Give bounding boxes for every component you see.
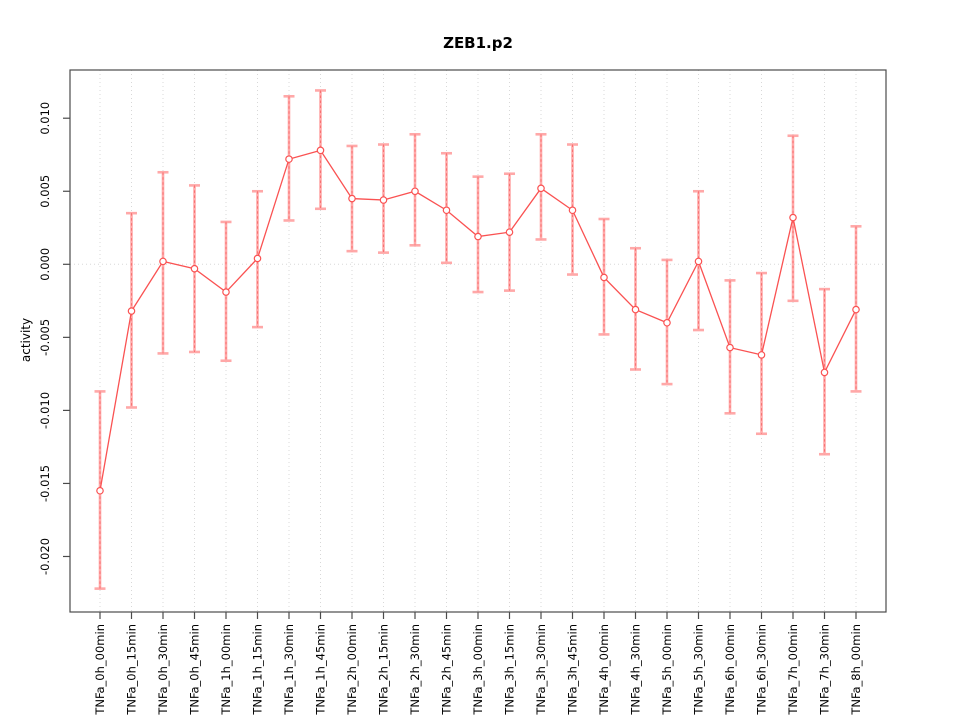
x-tick-label: TNFa_1h_30min	[282, 624, 296, 716]
x-tick-label: TNFa_3h_00min	[471, 624, 485, 716]
data-point	[663, 318, 671, 327]
y-axis-label: activity	[19, 317, 33, 363]
data-point	[253, 254, 262, 263]
x-tick-label: TNFa_3h_45min	[566, 624, 580, 716]
x-tick-label: TNFa_2h_15min	[377, 624, 391, 716]
x-tick-label: TNFa_3h_30min	[534, 624, 548, 716]
x-tick-label: TNFa_2h_00min	[345, 624, 359, 716]
x-tick-label: TNFa_2h_30min	[408, 624, 422, 716]
x-tick-label: TNFa_4h_00min	[597, 624, 611, 716]
x-tick-label: TNFa_5h_30min	[692, 624, 706, 716]
x-tick-label: TNFa_0h_45min	[188, 624, 202, 716]
data-point	[757, 351, 766, 359]
y-tick-label: 0.000	[38, 248, 52, 281]
x-tick-label: TNFa_3h_15min	[503, 624, 517, 716]
data-point	[316, 146, 325, 155]
x-tick-label: TNFa_0h_30min	[156, 624, 170, 716]
x-tick-label: TNFa_7h_30min	[818, 624, 832, 716]
data-point	[127, 307, 136, 315]
data-point	[852, 305, 860, 314]
x-tick-label: TNFa_8h_00min	[849, 624, 863, 716]
data-point	[537, 184, 545, 193]
data-point	[411, 187, 419, 196]
data-point	[820, 368, 829, 377]
data-point	[222, 288, 230, 296]
data-point	[442, 206, 451, 215]
data-point	[568, 206, 577, 215]
data-point	[726, 343, 734, 352]
x-tick-label: TNFa_1h_45min	[314, 624, 328, 716]
data-point	[505, 228, 514, 236]
data-point	[285, 155, 293, 163]
data-point	[631, 305, 640, 314]
data-point	[694, 257, 703, 266]
data-point	[600, 273, 608, 282]
x-tick-label: TNFa_0h_00min	[93, 624, 107, 716]
data-point	[190, 264, 199, 273]
x-tick-label: TNFa_1h_15min	[251, 624, 265, 716]
x-tick-label: TNFa_6h_30min	[755, 624, 769, 716]
y-tick-label: 0.005	[38, 175, 52, 208]
data-point	[348, 194, 356, 203]
data-point	[379, 196, 388, 204]
x-tick-label: TNFa_5h_00min	[660, 624, 674, 716]
y-tick-label: 0.010	[38, 102, 52, 135]
x-tick-label: TNFa_1h_00min	[219, 624, 233, 716]
chart-title: ZEB1.p2	[443, 34, 513, 52]
y-tick-label: -0.010	[38, 392, 52, 429]
data-point	[789, 213, 797, 222]
data-point	[474, 232, 482, 241]
x-tick-label: TNFa_0h_15min	[125, 624, 139, 716]
y-tick-label: -0.020	[38, 538, 52, 575]
data-point	[96, 486, 104, 495]
x-tick-label: TNFa_4h_30min	[629, 624, 643, 716]
y-tick-label: -0.015	[38, 465, 52, 502]
data-point	[159, 257, 167, 266]
x-tick-label: TNFa_7h_00min	[786, 624, 800, 716]
y-tick-label: -0.005	[38, 319, 52, 356]
x-tick-label: TNFa_2h_45min	[440, 624, 454, 716]
x-tick-label: TNFa_6h_00min	[723, 624, 737, 716]
